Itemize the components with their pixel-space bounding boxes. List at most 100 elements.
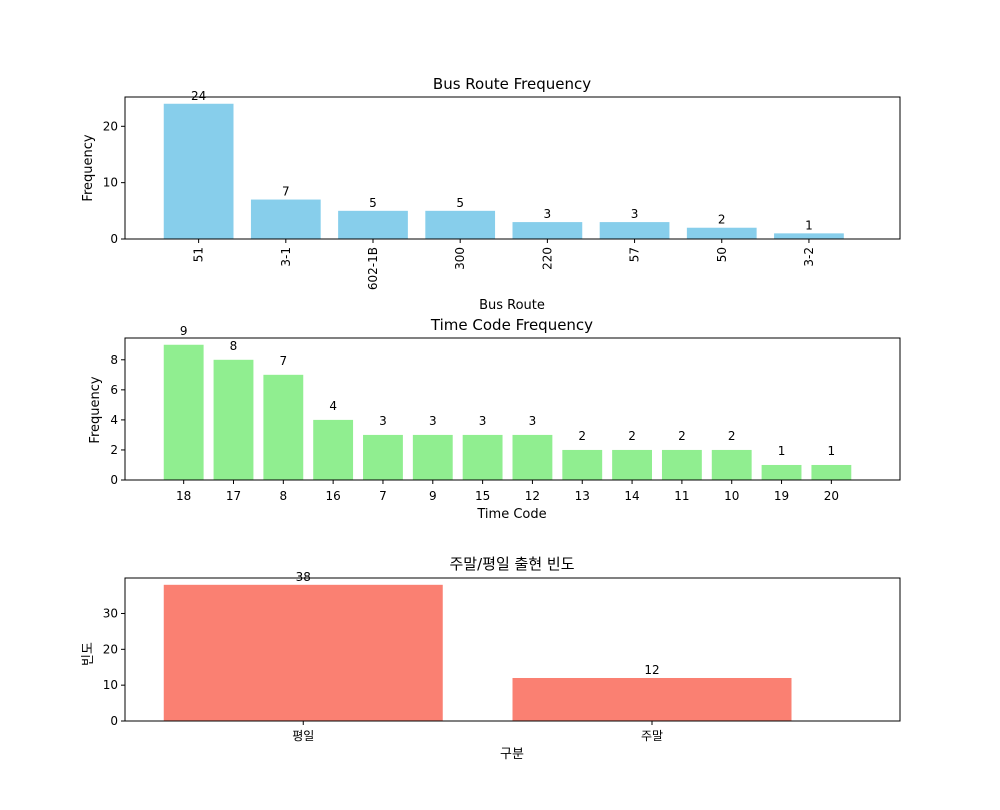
x-tick-label: 50 (715, 247, 729, 262)
x-axis: 18 17 8 16 7 9 15 12 13 14 11 10 19 20 (176, 480, 839, 503)
bar (263, 374, 304, 480)
y-tick-label: 0 (110, 232, 118, 246)
bar (711, 449, 752, 480)
x-tick-label: 3-1 (279, 247, 293, 267)
y-tick-label: 30 (103, 606, 118, 620)
x-tick-label: 300 (453, 247, 467, 270)
x-tick-label: 17 (226, 489, 241, 503)
bars: 9 8 7 4 3 3 3 3 2 2 2 2 1 1 (163, 324, 852, 480)
y-tick-label: 8 (110, 353, 118, 367)
x-tick-label: 15 (475, 489, 490, 503)
bar (811, 464, 852, 480)
chart-title: Time Code Frequency (430, 316, 593, 334)
bar (163, 344, 204, 480)
x-tick-label: 220 (540, 247, 554, 270)
bar (163, 103, 234, 239)
y-tick-label: 10 (103, 176, 118, 190)
bar (313, 419, 354, 480)
bars: 38 12 (163, 570, 792, 721)
bar (774, 233, 844, 239)
data-label: 1 (828, 444, 836, 458)
x-tick-label: 주말 (641, 729, 663, 743)
x-tick-label: 13 (575, 489, 590, 503)
data-label: 2 (728, 429, 736, 443)
data-label: 9 (180, 324, 188, 338)
x-tick-label: 8 (280, 489, 288, 503)
bar (213, 359, 254, 480)
data-label: 3 (529, 414, 537, 428)
x-axis-label: Bus Route (479, 298, 545, 313)
bar (425, 210, 496, 239)
chart-time-code: Time Code Frequency Time Code Frequency … (88, 316, 901, 522)
y-tick-label: 10 (103, 678, 118, 692)
data-label: 2 (628, 429, 636, 443)
bar (686, 227, 757, 239)
x-tick-label: 14 (624, 489, 639, 503)
bars: 24 7 5 5 3 3 2 1 (163, 89, 844, 239)
x-tick-label: 18 (176, 489, 191, 503)
data-label: 2 (678, 429, 686, 443)
bar (163, 584, 443, 721)
y-tick-label: 0 (110, 473, 118, 487)
x-tick-label: 19 (774, 489, 789, 503)
x-tick-label: 평일 (292, 729, 314, 743)
y-axis: 0 2 4 6 8 (110, 353, 125, 487)
bar (338, 210, 408, 239)
bar (661, 449, 702, 480)
bar (599, 222, 670, 239)
x-tick-label: 51 (192, 247, 206, 262)
bar (512, 677, 792, 721)
data-label: 8 (230, 339, 238, 353)
x-tick-label: 7 (379, 489, 387, 503)
y-tick-label: 4 (110, 413, 118, 427)
bar (512, 222, 583, 239)
bar (612, 449, 652, 480)
data-label: 3 (429, 414, 437, 428)
chart-title: Bus Route Frequency (433, 75, 591, 93)
data-label: 3 (544, 207, 552, 221)
y-tick-label: 0 (110, 714, 118, 728)
bar (412, 434, 453, 480)
data-label: 7 (282, 185, 290, 199)
data-label: 2 (718, 213, 726, 227)
bar (250, 199, 321, 239)
y-tick-label: 20 (103, 642, 118, 656)
chart-title: 주말/평일 출현 빈도 (450, 555, 575, 573)
data-label: 1 (778, 444, 786, 458)
x-tick-label: 3-2 (802, 247, 816, 267)
plot-frame (124, 337, 901, 481)
chart-bus-route: Bus Route Frequency Bus Route Frequency … (81, 75, 901, 313)
y-tick-label: 2 (110, 443, 118, 457)
y-axis-label: Frequency (88, 376, 103, 443)
data-label: 12 (644, 663, 659, 677)
bar (761, 464, 802, 480)
data-label: 38 (296, 570, 311, 584)
x-tick-label: 11 (674, 489, 689, 503)
data-label: 5 (369, 196, 377, 210)
data-label: 2 (578, 429, 586, 443)
x-tick-label: 20 (824, 489, 839, 503)
data-label: 5 (456, 196, 464, 210)
y-axis-label: Frequency (81, 134, 96, 201)
bar (462, 434, 503, 480)
x-tick-label: 12 (525, 489, 540, 503)
x-tick-label: 9 (429, 489, 437, 503)
y-axis-label: 빈도 (81, 642, 96, 666)
x-tick-label: 16 (326, 489, 341, 503)
bar (363, 434, 403, 480)
data-label: 3 (379, 414, 387, 428)
y-tick-label: 6 (110, 383, 118, 397)
x-axis-label: 구분 (500, 747, 524, 762)
x-tick-label: 602-1B (366, 247, 380, 290)
chart-weekend-weekday: 주말/평일 출현 빈도 구분 빈도 38 12 0 10 20 30 평일 주말 (81, 555, 901, 762)
bar (512, 434, 553, 480)
data-label: 24 (191, 89, 206, 103)
x-tick-label: 57 (628, 247, 642, 262)
data-label: 7 (280, 354, 288, 368)
y-axis: 0 10 20 (103, 119, 125, 246)
x-axis: 51 3-1 602-1B 300 220 57 50 3-2 (192, 239, 816, 290)
bar (562, 449, 603, 480)
x-tick-label: 10 (724, 489, 739, 503)
data-label: 3 (631, 207, 639, 221)
